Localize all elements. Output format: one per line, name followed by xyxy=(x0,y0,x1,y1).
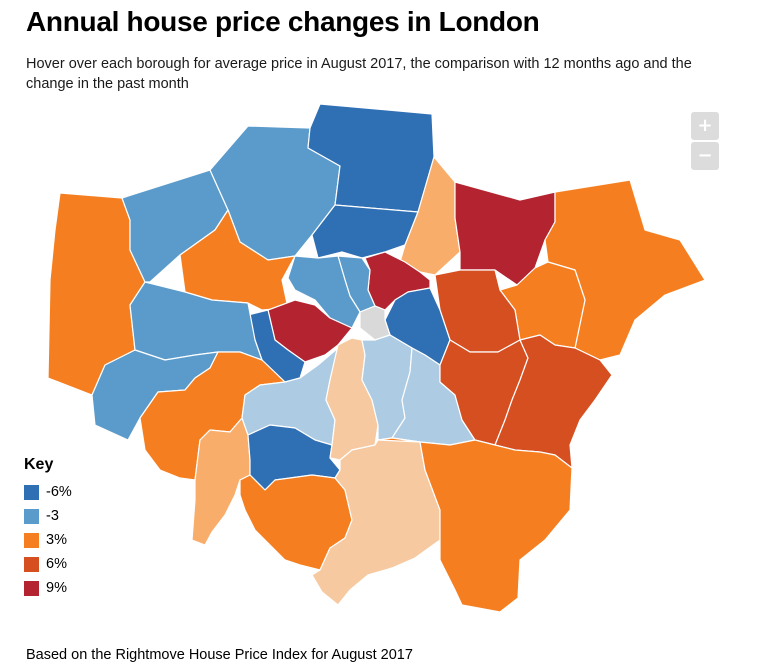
map-subtitle: Hover over each borough for average pric… xyxy=(26,56,692,92)
legend-item: 6% xyxy=(24,552,72,576)
legend-title: Key xyxy=(24,456,54,473)
borough-bromley[interactable] xyxy=(377,437,573,613)
legend-item: 9% xyxy=(24,576,72,600)
legend-item: -6% xyxy=(24,480,72,504)
legend-item: -3 xyxy=(24,504,72,528)
borough-kingston[interactable] xyxy=(191,417,251,546)
legend-item: 3% xyxy=(24,528,72,552)
legend-swatch xyxy=(24,532,39,548)
zoom-in-button[interactable]: + xyxy=(691,112,719,140)
legend-swatch xyxy=(24,556,39,572)
legend-label: 6% xyxy=(46,556,67,572)
borough-camden[interactable] xyxy=(287,255,361,329)
borough-city-of-london[interactable] xyxy=(359,305,391,341)
legend-swatch xyxy=(24,508,39,524)
map-title: Annual house price changes in London xyxy=(26,6,540,37)
legend-label: -6% xyxy=(46,484,72,500)
borough-waltham-forest[interactable] xyxy=(399,156,461,276)
source-note: Based on the Rightmove House Price Index… xyxy=(26,647,413,663)
zoom-out-button[interactable]: − xyxy=(691,142,719,170)
borough-havering[interactable] xyxy=(544,179,706,361)
legend-swatch xyxy=(24,580,39,596)
legend-label: 9% xyxy=(46,580,67,596)
legend-swatch xyxy=(24,484,39,500)
legend-label: 3% xyxy=(46,532,67,548)
legend-label: -3 xyxy=(46,508,59,524)
legend: Key -6% -3 3% 6% 9% xyxy=(24,456,72,600)
